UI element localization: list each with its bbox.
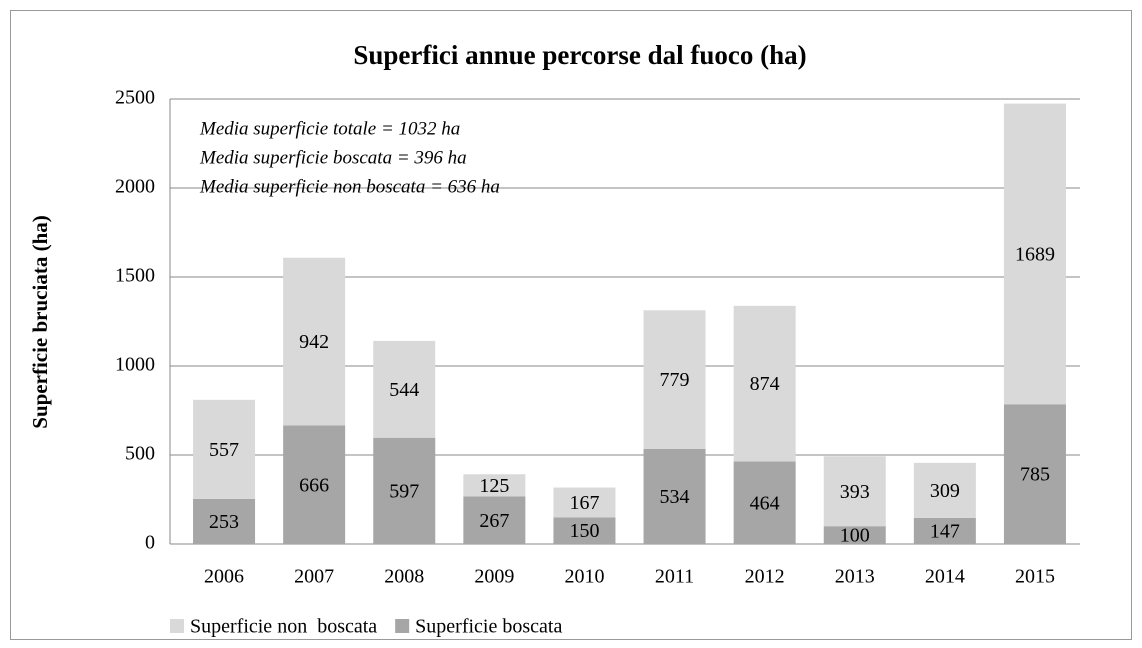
value-label: 779 [660,369,690,391]
bar-segment [1003,103,1066,405]
bar-segment [463,496,526,544]
value-label: 125 [479,475,509,497]
bar-segment [373,340,436,438]
y-tick-label: 0 [145,532,155,554]
value-label: 942 [299,331,329,353]
bar-segment [733,461,796,544]
y-tick-label: 2500 [115,87,155,109]
value-label: 100 [840,525,870,547]
chart-title: Superfici annue percorse dal fuoco (ha) [353,40,806,70]
value-label: 393 [840,481,870,503]
bar-segment [913,517,976,544]
y-tick-label: 2000 [115,176,155,198]
value-label: 544 [389,379,419,401]
bar-segment [373,437,436,544]
bar-segment [463,474,526,497]
x-tick-label: 2015 [1015,566,1055,588]
bar-segment [823,456,886,527]
value-label: 147 [930,521,960,543]
value-label: 557 [209,439,239,461]
x-tick-label: 2012 [745,566,785,588]
y-tick-label: 1500 [115,265,155,287]
value-label: 1689 [1015,244,1055,266]
value-label: 267 [479,510,509,532]
legend-swatch [395,619,410,633]
value-label: 309 [930,480,960,502]
value-label: 253 [209,511,239,533]
bar-segment [283,257,346,426]
bar-segment [733,305,796,462]
legend-label: Superficie boscata [415,616,562,638]
value-label: 167 [569,492,599,514]
y-tick-label: 1000 [115,354,155,376]
value-label: 464 [750,492,780,514]
value-label: 597 [389,480,419,502]
bar-segment [193,399,256,499]
annotation: Media superficie totale = 1032 ha [199,118,460,139]
x-tick-label: 2010 [564,566,604,588]
y-tick-label: 500 [125,443,155,465]
bar-segment [193,498,256,544]
x-tick-label: 2006 [204,566,244,588]
x-tick-label: 2008 [384,566,424,588]
bar-segment [553,517,616,544]
bar-segment [553,487,616,518]
x-tick-label: 2014 [925,566,965,588]
value-label: 666 [299,474,329,496]
value-label: 150 [569,520,599,542]
x-tick-label: 2007 [294,566,334,588]
chart-border [10,10,1132,640]
value-label: 874 [750,373,780,395]
bar-segment [913,462,976,518]
bar-segment [643,448,706,544]
x-tick-label: 2009 [474,566,514,588]
annotation: Media superficie non boscata = 636 ha [199,176,500,197]
bar-segment [1003,404,1066,544]
value-label: 785 [1020,464,1050,486]
x-tick-label: 2013 [835,566,875,588]
bar-segment [643,310,706,449]
annotation: Media superficie boscata = 396 ha [199,147,467,168]
y-axis-label: Superficie bruciata (ha) [28,215,52,428]
x-tick-label: 2011 [655,566,694,588]
legend-label: Superficie non boscata [190,616,377,638]
legend-swatch [170,619,184,633]
bar-segment [283,425,346,544]
bar-segment [823,526,886,544]
value-label: 534 [660,486,690,508]
